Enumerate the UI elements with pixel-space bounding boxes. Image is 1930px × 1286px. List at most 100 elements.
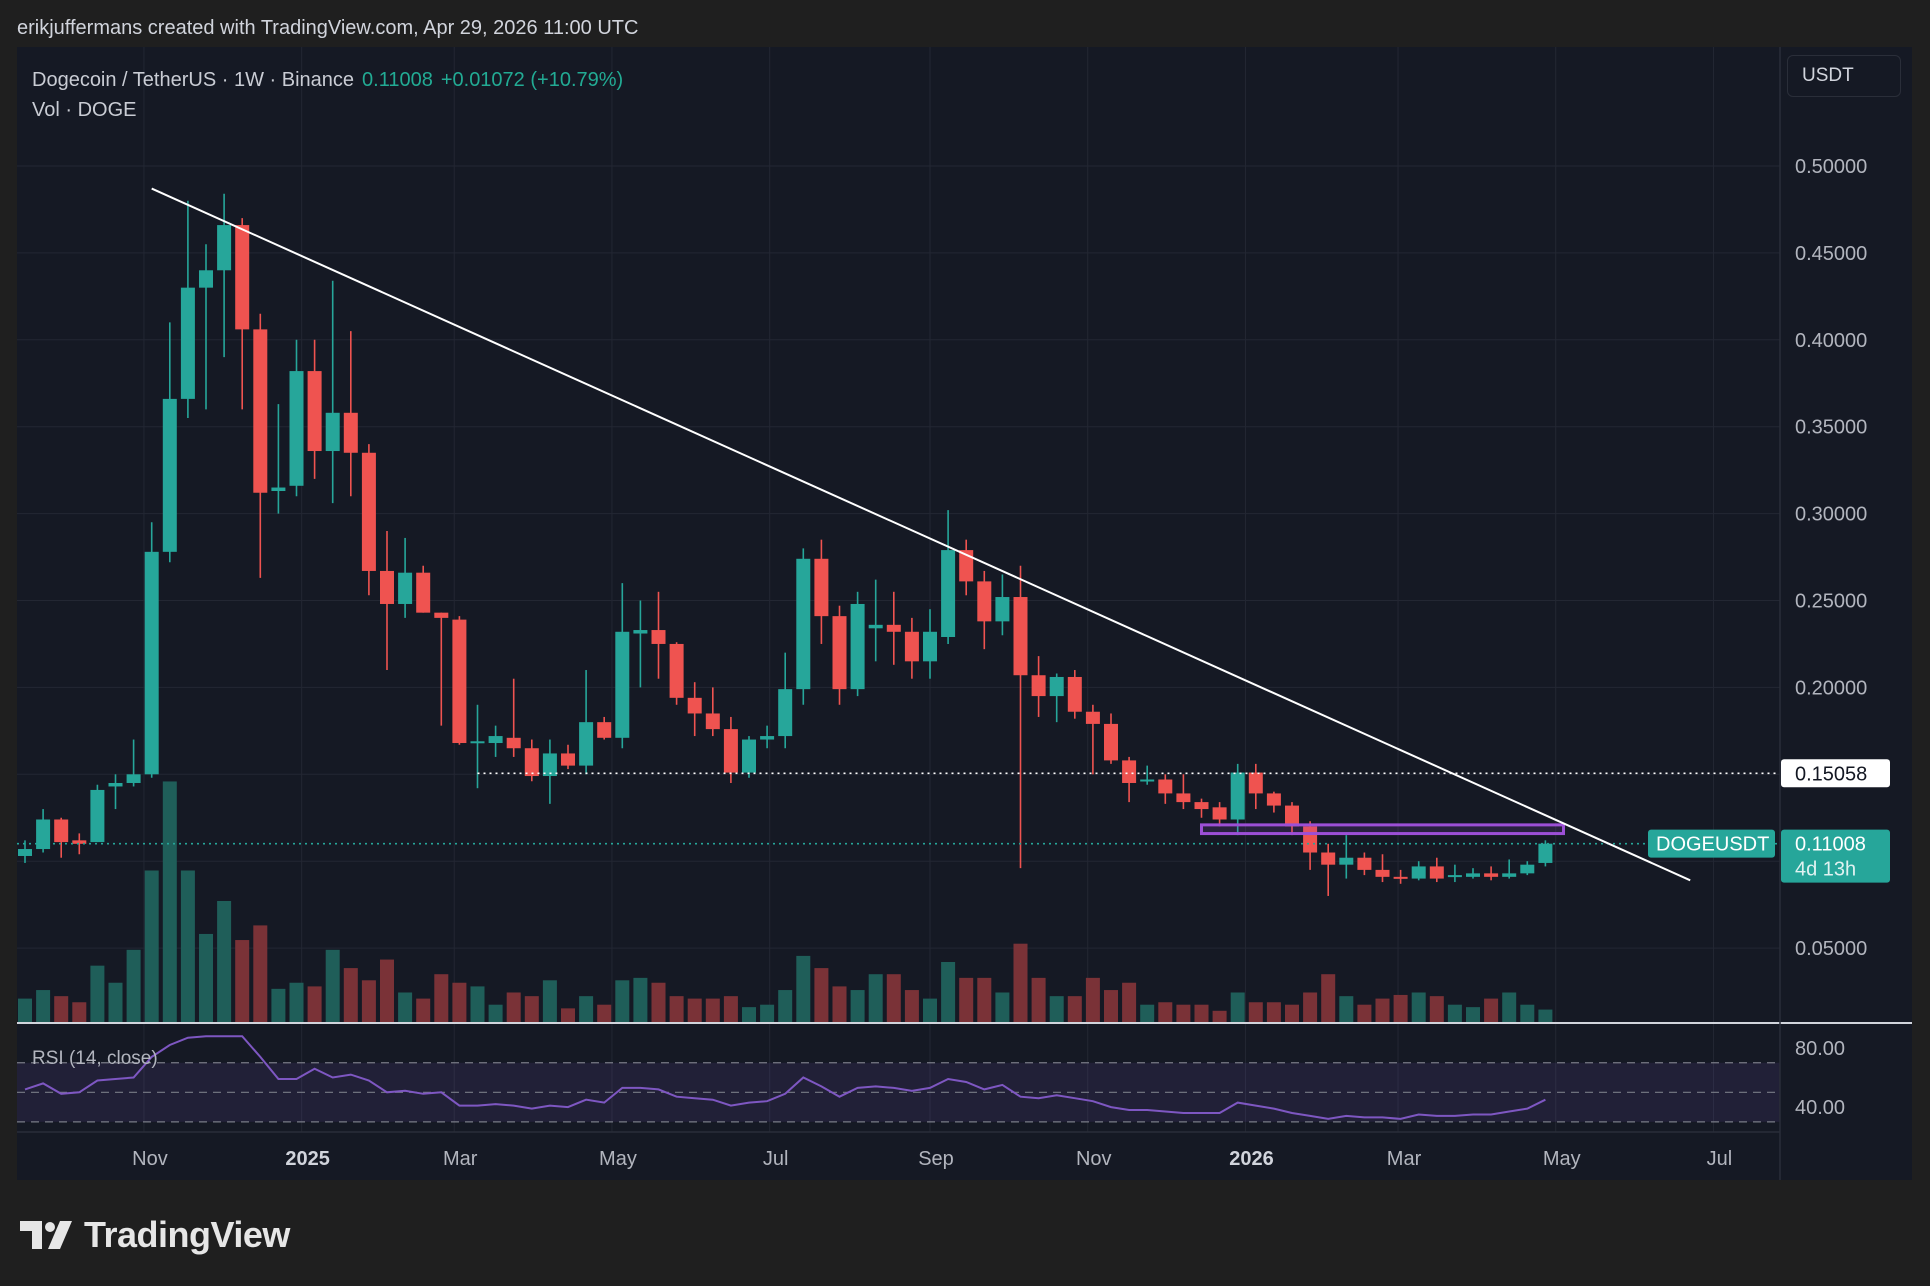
candle-body (1538, 843, 1553, 863)
candle-body (1049, 676, 1064, 697)
candle-body (959, 550, 974, 582)
candle (796, 548, 811, 705)
currency-button[interactable]: USDT (1787, 55, 1901, 97)
candle (1520, 861, 1535, 876)
volume-bar (72, 1002, 87, 1023)
candle (1158, 774, 1173, 804)
volume-bar (796, 955, 811, 1023)
candle-body (579, 722, 594, 766)
volume-bar (1194, 1004, 1209, 1023)
candle (1411, 861, 1426, 881)
candle (1013, 565, 1028, 869)
candle (452, 616, 467, 745)
candle (1085, 704, 1100, 775)
price-tick-label: 0.25000 (1795, 591, 1867, 613)
candle (144, 522, 159, 778)
candle-body (506, 737, 521, 749)
candle-body (1031, 675, 1046, 697)
rsi-level-label: 40.00 (1795, 1097, 1845, 1119)
candle-body (289, 371, 304, 486)
candle (1067, 670, 1082, 719)
candle-body (398, 572, 413, 604)
volume-bar (1049, 996, 1064, 1023)
candle-body (470, 741, 485, 744)
volume-bar (1447, 1004, 1462, 1023)
candle-body (1194, 802, 1209, 810)
candle (742, 736, 756, 778)
candle (54, 817, 69, 858)
candle (814, 539, 829, 644)
rsi-level-label: 80.00 (1795, 1038, 1845, 1060)
candle (904, 617, 919, 679)
candle (977, 570, 992, 650)
candle (1466, 868, 1480, 879)
candle-body (796, 558, 811, 690)
candle (923, 609, 937, 679)
candle-body (524, 748, 539, 777)
candle-body (760, 736, 775, 740)
volume-bar (1158, 1002, 1173, 1023)
volume-bar (1230, 992, 1245, 1023)
volume-bar (579, 996, 594, 1023)
candle (289, 339, 304, 497)
candle-body (1466, 873, 1480, 877)
candle-body (1248, 772, 1263, 794)
chart-legend: Dogecoin / TetherUS · 1W · Binance 0.1100… (32, 65, 623, 125)
candle (1194, 798, 1209, 818)
volume-bar (416, 998, 431, 1023)
candle-body (416, 572, 431, 613)
candle-body (1104, 723, 1118, 761)
price-tick-label: 0.05000 (1795, 938, 1867, 960)
candle-body (1484, 873, 1499, 877)
volume-bar (542, 980, 557, 1023)
candle-body (633, 630, 648, 634)
candle (850, 591, 865, 697)
candle (1375, 854, 1390, 883)
candle (180, 200, 195, 419)
candle-body (72, 840, 87, 844)
candle (470, 704, 485, 789)
candle-body (723, 729, 738, 773)
price-tick-label: 0.20000 (1795, 677, 1867, 699)
volume-bar (760, 1004, 775, 1023)
rsi-line (24, 1035, 1546, 1120)
volume-bar (941, 962, 956, 1023)
volume-bar (1104, 990, 1118, 1023)
candle (579, 670, 594, 775)
volume-bar (1393, 994, 1408, 1023)
candle-body (162, 398, 177, 552)
candle-body (18, 849, 32, 856)
candle-body (705, 713, 720, 730)
volume-bar (1321, 974, 1336, 1023)
candle-body (108, 782, 123, 787)
time-tick-label: Jul (1707, 1148, 1733, 1170)
candle (1049, 673, 1064, 723)
candle (398, 537, 413, 618)
candle-body (452, 619, 467, 744)
candle-body (36, 819, 51, 850)
candle-body (380, 570, 394, 604)
volume-bar (180, 870, 195, 1023)
candle-body (1375, 869, 1390, 877)
volume-bar (705, 998, 720, 1023)
candle (1031, 656, 1046, 717)
candle-body (217, 225, 232, 271)
rsi-band (17, 1062, 1780, 1122)
volume-bar (488, 1004, 503, 1023)
symbol-title[interactable]: Dogecoin / TetherUS · 1W · Binance (32, 69, 355, 91)
volume-legend[interactable]: Vol · DOGE (32, 99, 137, 121)
volume-bar (1411, 992, 1426, 1023)
candle-body (235, 225, 250, 330)
candle (1429, 857, 1444, 883)
candle-body (1122, 760, 1137, 783)
candle-body (1339, 857, 1354, 865)
time-tick-label: 2026 (1229, 1148, 1274, 1170)
candle-body (1085, 711, 1100, 724)
candle-body (1411, 866, 1426, 879)
candle (1447, 864, 1462, 883)
candle (1357, 852, 1372, 876)
volume-bar (1538, 1009, 1553, 1023)
candle-body (542, 753, 557, 777)
volume-bar (1303, 992, 1318, 1023)
